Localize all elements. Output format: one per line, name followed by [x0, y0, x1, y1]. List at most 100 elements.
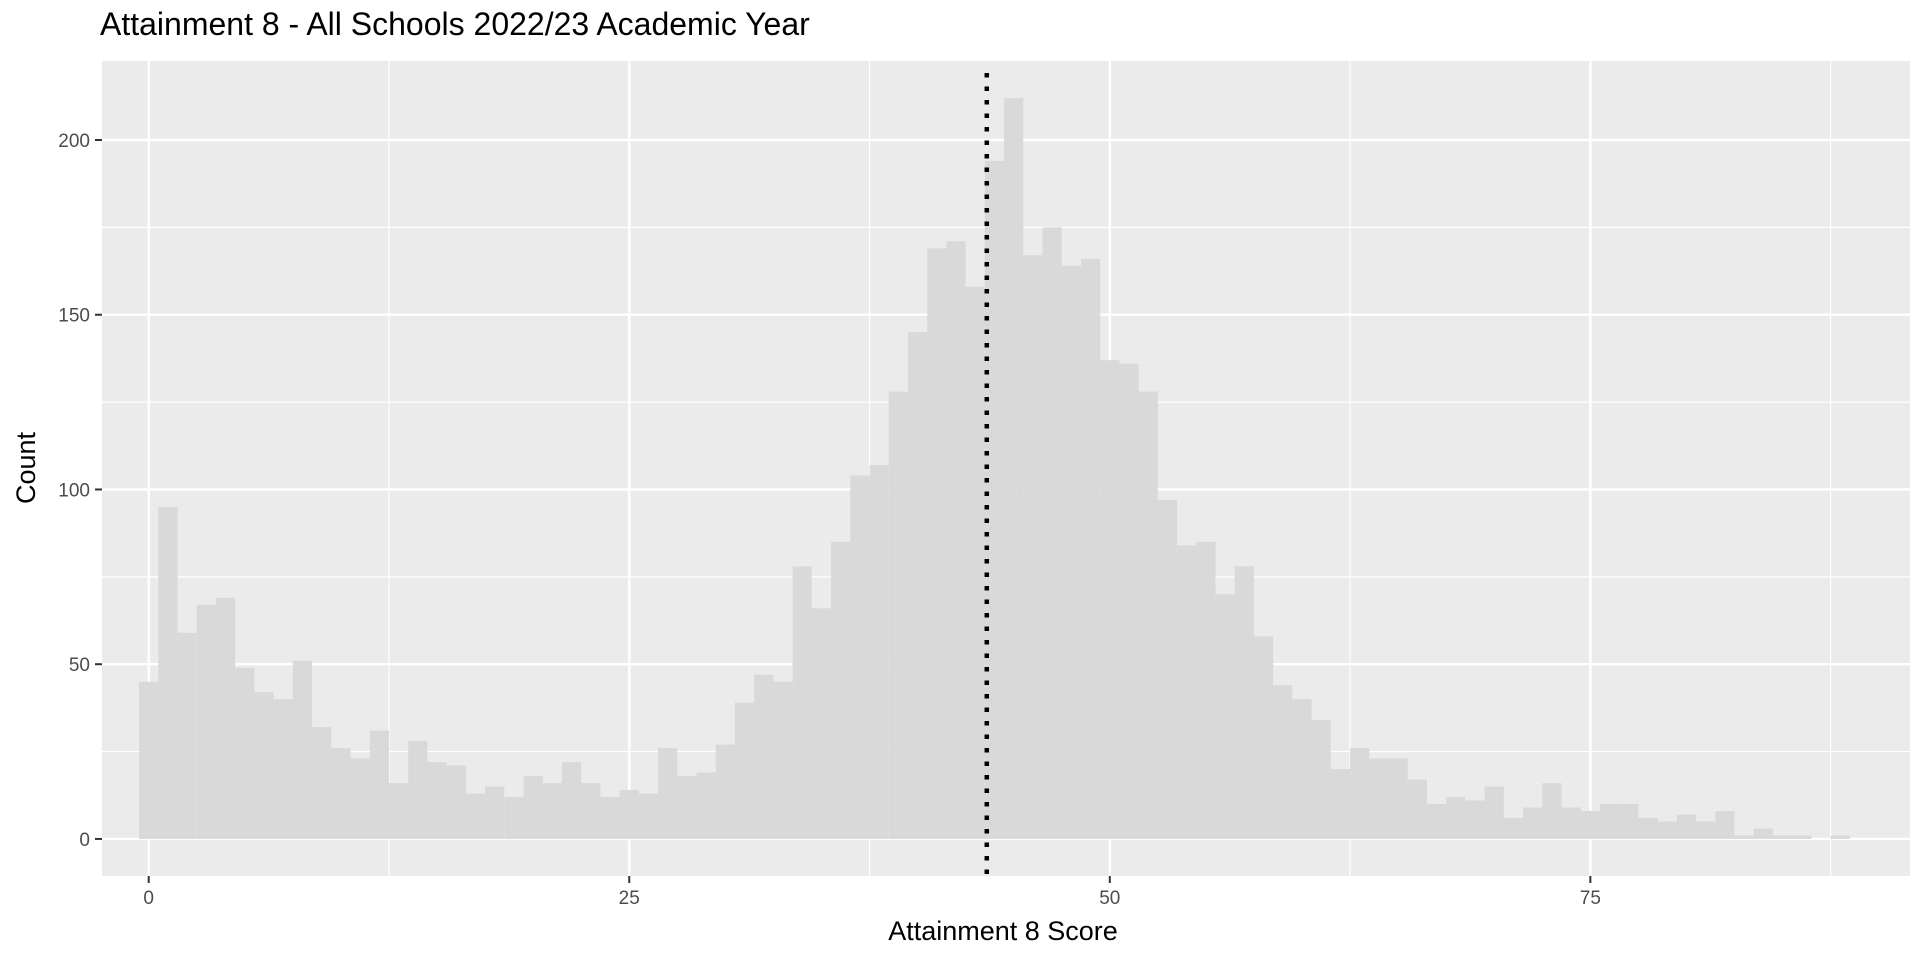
chart-title: Attainment 8 - All Schools 2022/23 Acade… — [100, 6, 810, 42]
histogram-bar — [1446, 797, 1466, 839]
histogram-bar — [1619, 804, 1639, 839]
histogram-bar — [1138, 391, 1158, 839]
histogram-bar — [811, 608, 832, 839]
histogram-bar — [1119, 363, 1139, 839]
x-axis-label: Attainment 8 Score — [888, 916, 1118, 946]
histogram-bar — [946, 241, 966, 839]
histogram-bar — [1100, 360, 1120, 839]
histogram-bar — [254, 692, 274, 839]
histogram-bar — [677, 776, 697, 839]
histogram-bar — [1311, 720, 1331, 839]
histogram-bar — [696, 772, 716, 839]
histogram-bar — [792, 566, 812, 839]
histogram-bar — [888, 391, 908, 839]
histogram-bar — [1253, 636, 1274, 839]
histogram-bar — [1407, 779, 1427, 839]
histogram-bar — [1426, 804, 1447, 839]
histogram-bar — [523, 776, 543, 839]
histogram-bar — [235, 667, 255, 839]
histogram-bar — [1484, 786, 1504, 839]
x-tick-label: 0 — [143, 888, 154, 909]
histogram-bar — [369, 730, 389, 839]
histogram-bar — [927, 248, 947, 839]
histogram-bar — [504, 797, 524, 839]
histogram-bar — [1369, 758, 1389, 839]
y-tick-label: 150 — [58, 306, 90, 327]
histogram-bar — [600, 797, 620, 839]
histogram-bar — [561, 762, 582, 839]
histogram-bar — [1061, 265, 1081, 839]
histogram-bar — [734, 702, 755, 839]
histogram-bar — [1042, 227, 1062, 839]
histogram-bar — [177, 632, 197, 839]
histogram-bar — [1004, 98, 1024, 839]
x-tick-label: 75 — [1580, 888, 1601, 909]
histogram-bar — [408, 741, 428, 839]
histogram-bar — [1177, 545, 1197, 839]
y-tick-label: 50 — [69, 655, 90, 676]
histogram-bar — [1523, 807, 1543, 839]
histogram-bar — [1561, 807, 1581, 839]
histogram-bar — [1696, 821, 1716, 839]
histogram-bar — [1830, 835, 1850, 839]
histogram-bar — [1676, 814, 1697, 839]
histogram-bar — [485, 786, 505, 839]
y-axis-label: Count — [11, 431, 41, 504]
histogram-bars — [139, 98, 1850, 839]
histogram-bar — [1330, 769, 1351, 839]
histogram-bar — [1657, 821, 1677, 839]
histogram-bar — [292, 660, 313, 839]
histogram-bar — [754, 674, 774, 839]
histogram-bar — [350, 758, 370, 839]
histogram-bar — [1388, 758, 1408, 839]
histogram-bar — [907, 332, 928, 839]
histogram-bar — [638, 793, 659, 839]
histogram-bar — [1465, 800, 1485, 839]
histogram-bar — [715, 744, 735, 839]
histogram-bar — [1753, 828, 1773, 839]
histogram-bar — [1599, 804, 1620, 839]
histogram-bar — [773, 681, 793, 839]
histogram-bar — [312, 727, 332, 839]
histogram-bar — [965, 286, 985, 839]
histogram-bar — [388, 783, 409, 839]
histogram-bar — [1157, 499, 1178, 839]
y-tick-label: 200 — [58, 131, 90, 152]
histogram-bar — [1234, 566, 1254, 839]
histogram-bar — [581, 783, 601, 839]
histogram-bar — [331, 748, 351, 839]
axes: 0 25 50 75 0 50 100 150 200 — [58, 131, 1601, 909]
histogram-bar — [1350, 748, 1370, 839]
histogram-bar — [215, 597, 236, 839]
histogram-bar — [1080, 258, 1101, 839]
y-tick-label: 100 — [58, 480, 90, 501]
histogram-bar — [1196, 541, 1216, 839]
histogram-bar — [1715, 810, 1735, 839]
histogram-bar — [984, 160, 1005, 839]
histogram-bar — [427, 762, 447, 839]
histogram-bar — [1580, 810, 1600, 839]
histogram-bar — [1292, 699, 1312, 839]
histogram-bar — [1215, 594, 1235, 839]
histogram-bar — [465, 793, 486, 839]
histogram-bar — [658, 748, 678, 839]
histogram-bar — [273, 699, 293, 839]
y-tick-label: 0 — [79, 830, 90, 851]
histogram-bar — [1638, 817, 1658, 839]
histogram-bar — [139, 681, 159, 839]
histogram-bar — [831, 541, 851, 839]
histogram-bar — [1023, 255, 1043, 839]
histogram-bar — [446, 765, 466, 839]
histogram-bar — [850, 475, 870, 839]
histogram-bar — [619, 790, 639, 839]
x-tick-label: 50 — [1099, 888, 1120, 909]
histogram-bar — [1542, 783, 1562, 839]
histogram-bar — [869, 465, 889, 839]
histogram-bar — [1772, 835, 1793, 839]
histogram-bar — [196, 604, 216, 839]
histogram-bar — [1792, 835, 1812, 839]
histogram-bar — [1503, 817, 1524, 839]
histogram-bar — [1734, 835, 1754, 839]
